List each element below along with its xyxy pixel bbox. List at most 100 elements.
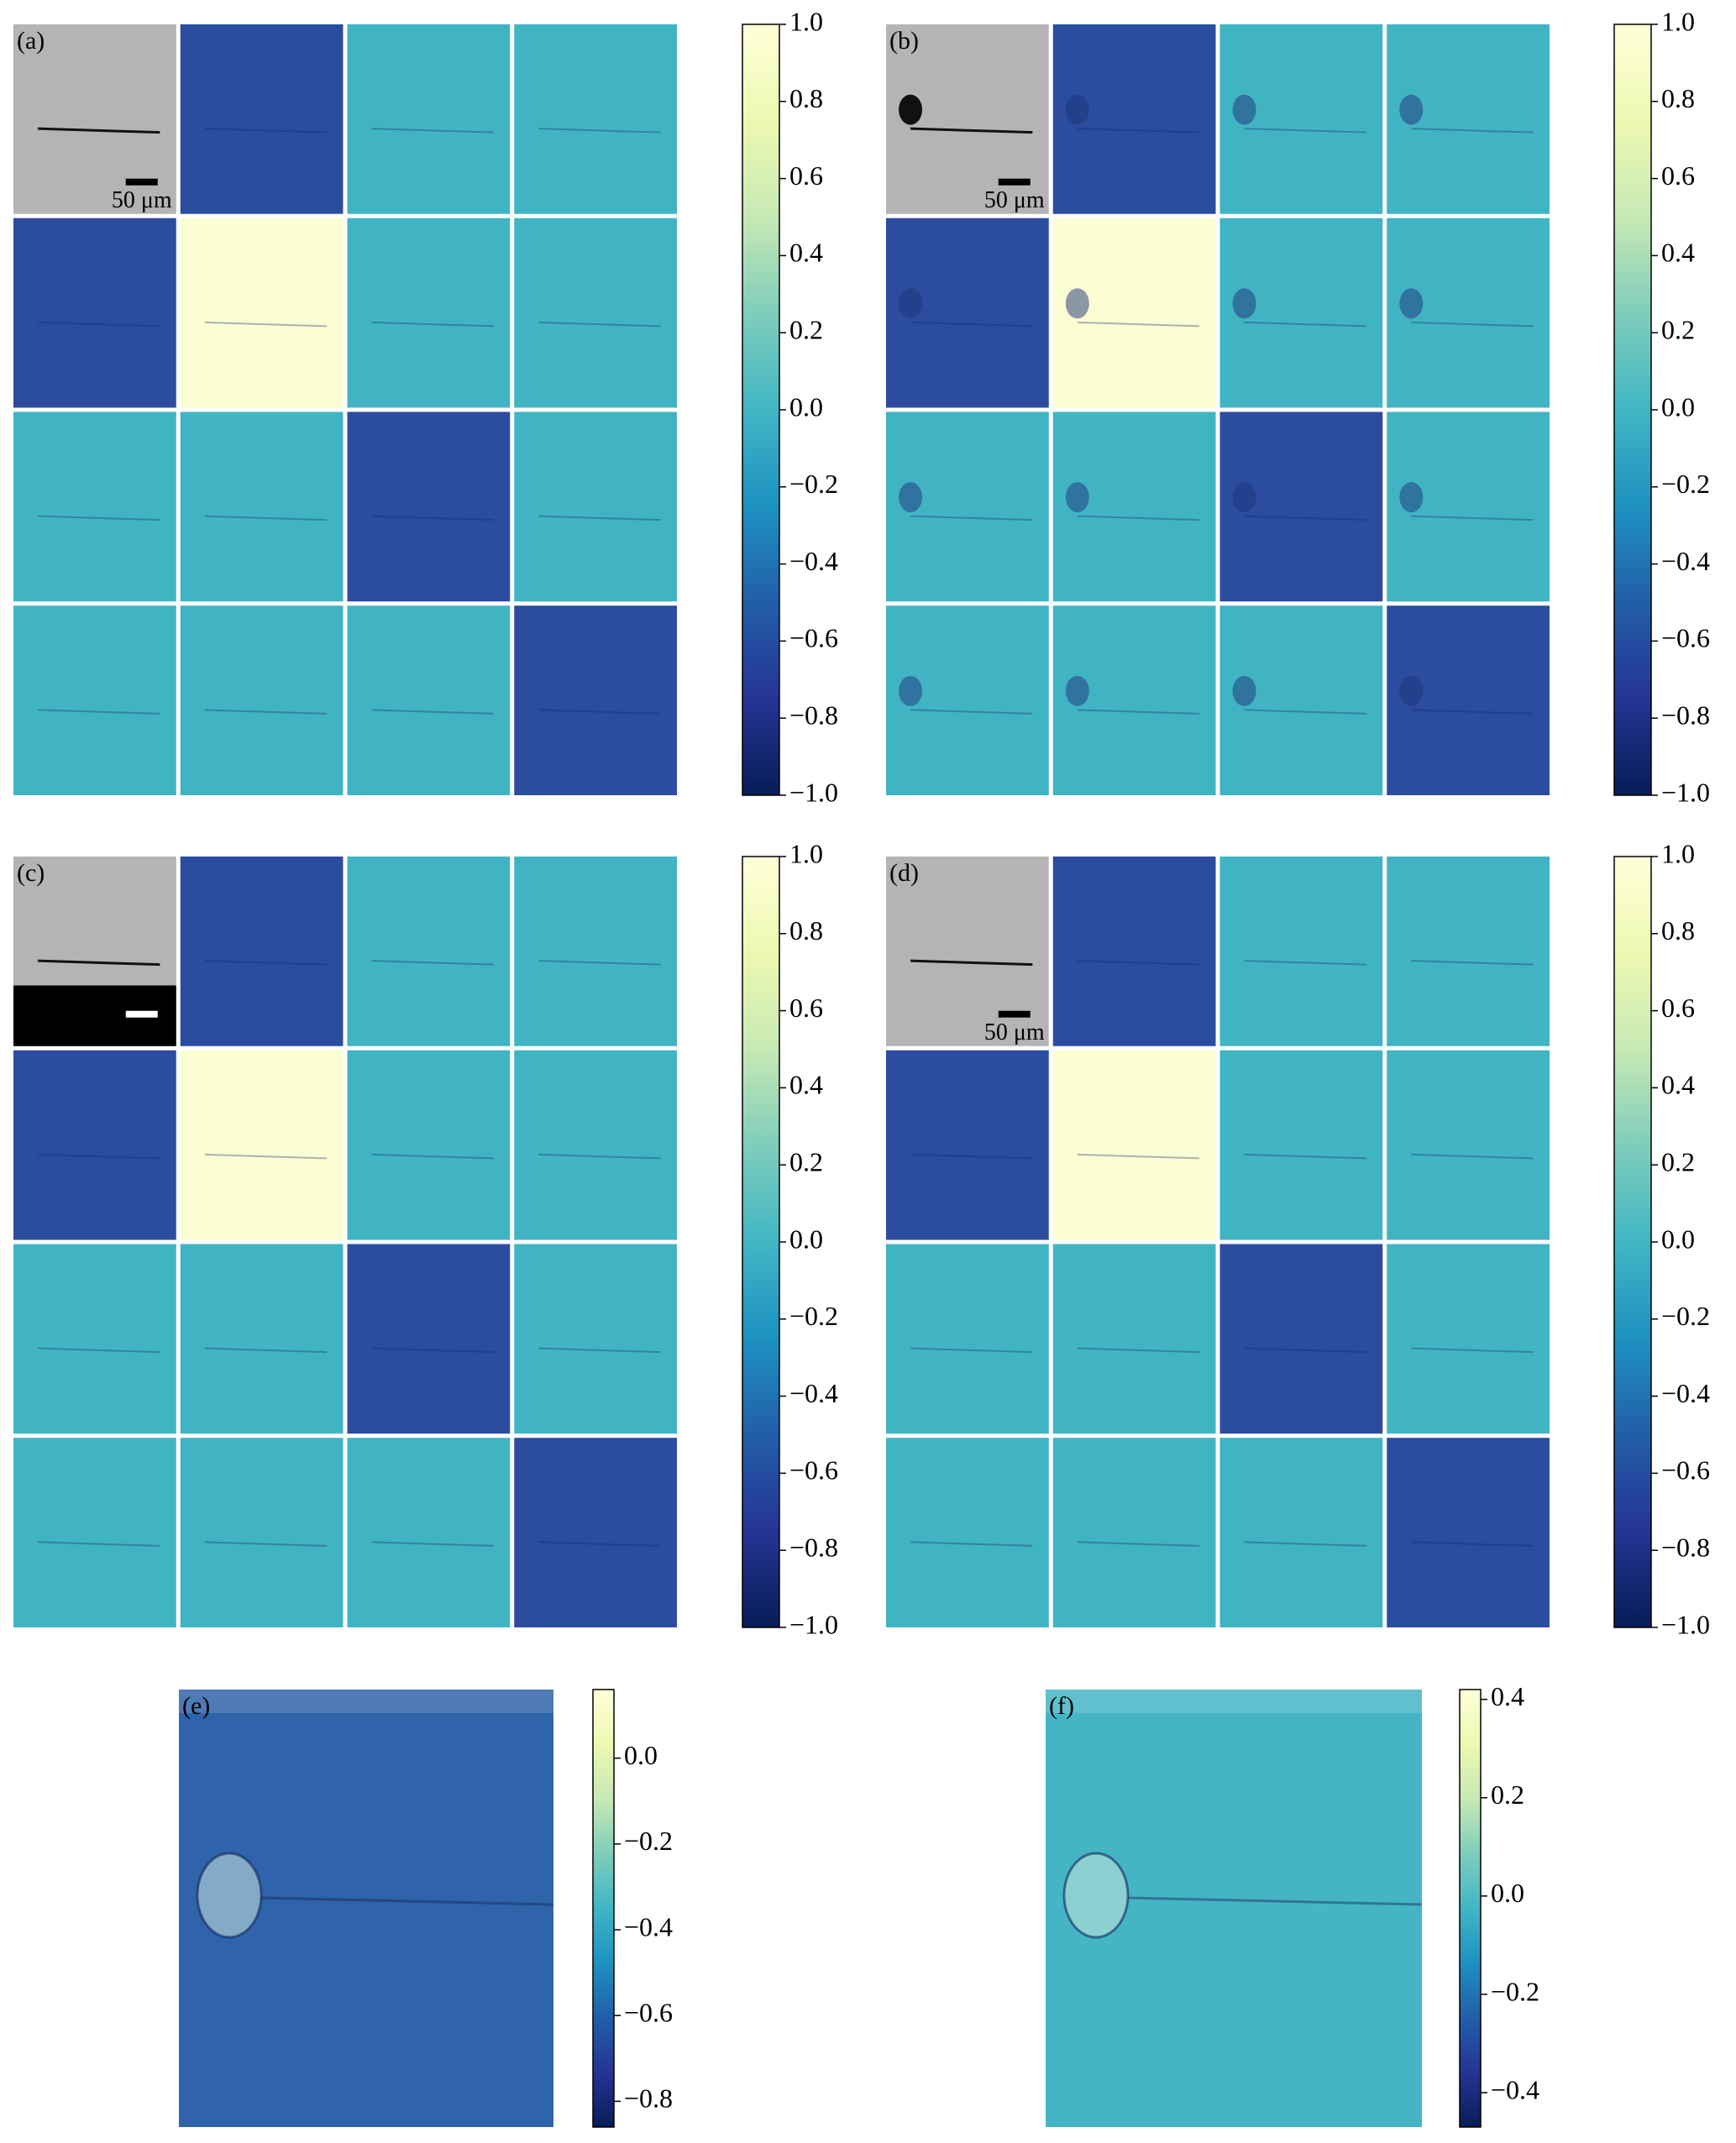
- panel-label: (c): [17, 859, 45, 887]
- tile-feature: [371, 1347, 494, 1354]
- tile: [180, 217, 344, 408]
- tile: [514, 605, 677, 795]
- tile-feature: [204, 1153, 328, 1160]
- colorbar-tick-label: −0.4: [624, 1911, 673, 1941]
- tile-feature: [1077, 128, 1200, 134]
- tile-feature: [910, 1541, 1033, 1547]
- colorbar-tick-label: 0.6: [789, 160, 823, 191]
- cell: [1232, 675, 1256, 706]
- scale-bar: [125, 1010, 158, 1018]
- tile-feature: [204, 321, 328, 327]
- colorbar-tick-label: −0.6: [789, 1455, 838, 1485]
- tile: [1219, 1244, 1383, 1434]
- colorbar-tick-label: −1.0: [789, 777, 838, 807]
- tile: [347, 24, 511, 214]
- tile-feature: [910, 1347, 1033, 1354]
- colorbar-tick-label: −0.2: [789, 1301, 838, 1331]
- colorbar: [742, 24, 780, 796]
- tile-feature: [1411, 1541, 1534, 1547]
- tile-feature: [371, 321, 494, 327]
- colorbar-tick-label: −0.2: [1661, 1301, 1710, 1331]
- tile: [180, 24, 344, 214]
- colorbar-tick-label: 0.8: [789, 83, 823, 113]
- colorbar-tick-label: −0.8: [1661, 700, 1710, 731]
- tile: [1052, 1438, 1216, 1627]
- colorbar-tick-label: 0.6: [1661, 160, 1695, 191]
- panel-label: (b): [889, 27, 919, 55]
- tile-feature: [910, 1153, 1033, 1160]
- colorbar-tick-label: 0.0: [624, 1740, 658, 1770]
- tile: [1219, 1438, 1383, 1627]
- colorbar-tick-label: 0.4: [789, 1070, 823, 1100]
- tile: [514, 217, 677, 408]
- tile: [13, 217, 176, 408]
- colorbar-tick-label: −0.2: [789, 469, 838, 499]
- image-top: [1046, 1690, 1422, 1713]
- tile: [514, 1050, 677, 1240]
- colorbar-tick-label: 0.8: [1661, 915, 1695, 946]
- tile: [514, 1438, 677, 1627]
- tile-feature: [38, 1153, 160, 1160]
- colorbar-tick-label: −0.6: [624, 1998, 673, 2028]
- colorbar-tick-label: 1.0: [1661, 6, 1695, 36]
- cell: [1399, 94, 1424, 125]
- scale-bar-label: 50 μm: [984, 1019, 1045, 1045]
- tile-feature: [538, 1153, 661, 1160]
- tile-feature: [38, 321, 160, 327]
- colorbar: [1613, 856, 1652, 1628]
- colorbar: [742, 856, 780, 1628]
- colorbar-tick-label: 1.0: [1661, 838, 1695, 868]
- tile-feature: [1411, 960, 1534, 966]
- image-top: [179, 1690, 553, 1713]
- colorbar-tick-label: 0.8: [789, 915, 823, 946]
- tile-feature: [538, 1347, 661, 1354]
- colorbar-tick-label: 1.0: [789, 838, 823, 868]
- tile-feature: [1411, 1153, 1534, 1160]
- colorbar-tick-label: −1.0: [789, 1609, 838, 1639]
- tile-feature: [204, 960, 328, 966]
- tile: [347, 1050, 511, 1240]
- cell: [899, 288, 923, 319]
- tile-feature: [204, 128, 328, 134]
- colorbar-tick-label: −1.0: [1661, 777, 1710, 807]
- tile-feature: [1244, 1347, 1366, 1354]
- tile-feature: [38, 127, 160, 134]
- cell: [899, 94, 923, 125]
- cell: [899, 482, 923, 513]
- tile-feature: [204, 1347, 328, 1354]
- panel: 50 μm (d) 1.0 0.8 0.6 0.4 0.2 0.0 −0.2 −0.4 −0.6 −0…: [886, 838, 1710, 1639]
- panel-label: (e): [182, 1692, 210, 1720]
- scale-bar-label: 50 μm: [112, 187, 172, 213]
- tile-feature: [1244, 1153, 1366, 1160]
- cell: [1399, 675, 1424, 706]
- tile-feature: [371, 515, 494, 521]
- tile: [1052, 857, 1216, 1046]
- tile: [514, 857, 677, 1046]
- tile-feature: [371, 960, 494, 966]
- colorbar-tick-label: 0.0: [1661, 1223, 1695, 1254]
- tile-feature: [1411, 321, 1534, 327]
- tile-feature: [538, 960, 661, 966]
- tile: [13, 411, 176, 602]
- cell: [1232, 482, 1256, 513]
- tile: [13, 1244, 176, 1434]
- tile-feature: [1077, 1347, 1200, 1354]
- colorbar-tick-label: −0.8: [624, 2083, 673, 2114]
- tile: [347, 605, 511, 795]
- tile-feature: [1244, 321, 1366, 327]
- tile-feature: [1077, 709, 1200, 715]
- cell: [1399, 288, 1424, 319]
- tile-feature: [38, 515, 160, 521]
- tile: [180, 1050, 344, 1240]
- tile-feature: [1411, 709, 1534, 715]
- panel-label: (d): [889, 859, 919, 887]
- cell: [1232, 94, 1256, 125]
- tile: [180, 857, 344, 1046]
- panel: 50 μm (c) 1.0 0.8 0.6 0.4 0.2 0.0 −0.2 −0.4 −0.6 −0…: [13, 838, 838, 1639]
- colorbar: [592, 1689, 615, 2128]
- colorbar-tick-label: −0.4: [1661, 546, 1710, 576]
- colorbar-tick-label: 0.2: [1491, 1779, 1524, 1810]
- tile-feature: [371, 128, 494, 134]
- tile: [1052, 1050, 1216, 1240]
- tile: [180, 1438, 344, 1627]
